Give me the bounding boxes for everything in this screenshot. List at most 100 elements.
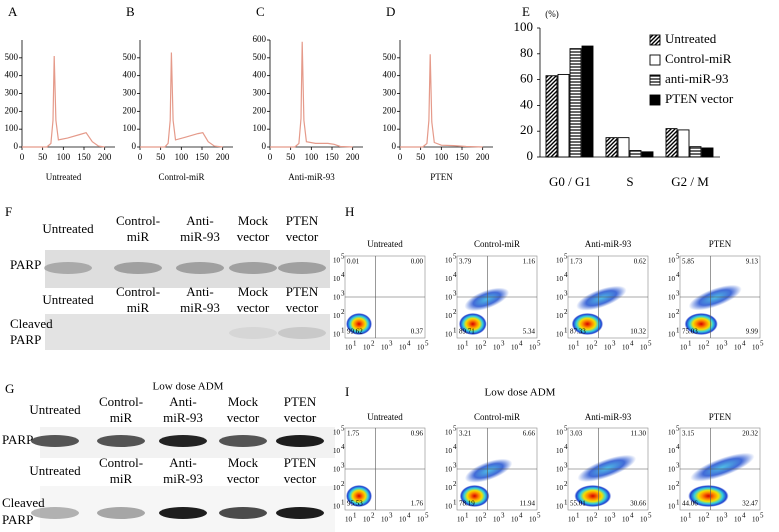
panel-letter: I (345, 384, 349, 399)
x-tick-base: 10 (680, 516, 688, 524)
y-tick-exp: 1 (453, 499, 457, 507)
x-tick-base: 10 (568, 516, 576, 524)
blot-band (278, 262, 326, 274)
y-tick-base: 10 (668, 503, 676, 511)
bar (545, 75, 558, 158)
y-tick-label: 100 (123, 123, 137, 133)
x-tick-base: 10 (734, 344, 742, 352)
y-tick-exp: 5 (341, 425, 345, 433)
y-tick-exp: 5 (676, 253, 680, 261)
quadrant-percent: 30.66 (630, 500, 646, 508)
x-axis-label: Untreated (46, 172, 82, 182)
y-tick-label: 200 (5, 105, 19, 115)
blot-band (159, 507, 207, 519)
y-tick-label: 300 (383, 88, 397, 98)
panel-letter: G (5, 381, 14, 396)
x-tick-exp: 4 (519, 340, 523, 348)
x-tick-base: 10 (511, 516, 519, 524)
quadrant-percent: 32.47 (742, 500, 758, 508)
y-tick-exp: 4 (676, 443, 680, 451)
x-tick-exp: 2 (706, 340, 710, 348)
panel-letter: B (126, 4, 135, 19)
x-tick-exp: 2 (371, 512, 375, 520)
y-tick-exp: 1 (564, 327, 568, 335)
y-tick-base: 10 (333, 275, 341, 283)
y-tick-exp: 4 (341, 271, 345, 279)
quadrant-percent: 10.32 (630, 328, 646, 336)
y-tick-exp: 3 (341, 462, 345, 470)
panel-letter: F (5, 204, 12, 219)
quadrant-percent: 44.06 (682, 500, 698, 508)
y-tick-base: 10 (445, 257, 453, 265)
lane-label: vector (286, 229, 319, 244)
plot-title: Anti-miR-93 (585, 239, 632, 249)
quadrant-percent: 87.33 (570, 328, 586, 336)
row-label: Cleaved (2, 495, 45, 510)
y-tick-base: 10 (333, 484, 341, 492)
legend-label: PTEN vector (665, 91, 734, 106)
plot-title: Control-miR (474, 412, 520, 422)
y-tick-label: 100 (514, 19, 534, 34)
y-tick-base: 10 (556, 484, 564, 492)
lane-label: PTEN (286, 213, 319, 228)
y-tick-exp: 4 (341, 443, 345, 451)
y-tick-exp: 2 (564, 308, 568, 316)
x-tick-exp: 4 (407, 512, 411, 520)
event-density (684, 313, 718, 335)
x-tick-base: 10 (399, 516, 407, 524)
y-tick-base: 10 (556, 447, 564, 455)
lane-label: Anti- (169, 455, 196, 470)
lane-label: Untreated (42, 292, 94, 307)
y-tick-exp: 4 (453, 271, 457, 279)
y-tick-label: 100 (383, 123, 397, 133)
x-tick-base: 10 (622, 344, 630, 352)
y-tick-label: 600 (253, 34, 267, 44)
y-tick-label: 100 (5, 123, 19, 133)
blot-band (276, 435, 324, 447)
x-tick-exp: 1 (353, 512, 357, 520)
row-label: Cleaved (10, 316, 53, 331)
y-tick-base: 10 (668, 447, 676, 455)
x-tick-base: 10 (399, 344, 407, 352)
bar (605, 137, 618, 158)
bar (581, 45, 594, 158)
lane-label: vector (284, 471, 317, 486)
x-tick-label: S (626, 174, 633, 189)
lane-label: Untreated (29, 463, 81, 478)
x-tick-label: 0 (138, 152, 143, 162)
lane-label: PTEN (284, 455, 317, 470)
event-streak (576, 285, 627, 311)
quadrant-percent: 95.53 (347, 500, 363, 508)
x-tick-label: 50 (38, 152, 48, 162)
quadrant-percent: 1.16 (523, 258, 536, 266)
y-tick-base: 10 (333, 331, 341, 339)
lane-label: Anti- (186, 284, 213, 299)
x-tick-label: G0 / G1 (549, 174, 591, 189)
x-tick-exp: 1 (576, 512, 580, 520)
x-tick-label: G2 / M (671, 174, 709, 189)
row-label: PARP (10, 257, 41, 272)
event-streak (690, 452, 755, 482)
quadrant-percent: 0.37 (411, 328, 424, 336)
event-density (688, 485, 729, 507)
y-tick-base: 10 (668, 312, 676, 320)
bar (569, 48, 582, 158)
x-tick-base: 10 (586, 516, 594, 524)
quadrant-percent: 3.79 (459, 258, 472, 266)
row-label: PARP (10, 332, 41, 347)
blot-band (31, 507, 79, 519)
x-tick-exp: 1 (465, 512, 469, 520)
lane-label: Mock (238, 284, 269, 299)
y-tick-exp: 2 (341, 308, 345, 316)
y-tick-base: 10 (333, 429, 341, 437)
x-tick-base: 10 (698, 344, 706, 352)
x-tick-base: 10 (680, 344, 688, 352)
x-tick-exp: 2 (483, 340, 487, 348)
lane-label: miR-93 (180, 300, 220, 315)
blot-band (229, 327, 277, 339)
blot-band (159, 435, 207, 447)
x-tick-base: 10 (640, 344, 648, 352)
x-tick-exp: 1 (688, 512, 692, 520)
y-tick-base: 10 (333, 503, 341, 511)
bar (557, 73, 570, 158)
